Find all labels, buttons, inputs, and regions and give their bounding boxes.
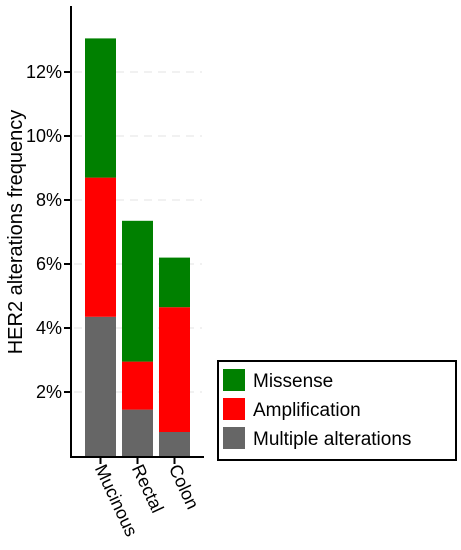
bar-segment-multiple-alterations — [159, 432, 190, 456]
y-tick-label: 4% — [36, 318, 62, 338]
y-tick-label: 10% — [26, 126, 62, 146]
y-ticks: 2% 4% 6% 8% 10% 12% — [26, 62, 71, 402]
legend-label: Amplification — [253, 400, 361, 421]
y-tick-label: 2% — [36, 382, 62, 402]
legend: Missense Amplification Multiple alteration… — [217, 360, 457, 461]
bar-segment-missense — [159, 257, 190, 308]
legend-label: Multiple alterations — [253, 429, 411, 450]
bar-segment-amplification — [159, 307, 190, 432]
legend-label: Missense — [253, 371, 333, 392]
bars — [85, 38, 190, 456]
legend-box — [217, 360, 457, 461]
x-tick-label: Rectal — [128, 461, 168, 516]
y-tick-label: 6% — [36, 254, 62, 274]
bar-segment-multiple-alterations — [85, 316, 116, 456]
bar-segment-amplification — [85, 177, 116, 317]
legend-swatch — [223, 427, 245, 449]
bar-segment-missense — [122, 220, 153, 362]
y-tick-label: 12% — [26, 62, 62, 82]
y-tick-label: 8% — [36, 190, 62, 210]
x-tick-label: Colon — [165, 461, 203, 512]
bar-segment-missense — [85, 38, 116, 178]
bar-segment-amplification — [122, 361, 153, 410]
y-axis-title: HER2 alterations frequency — [5, 110, 27, 355]
bar-segment-multiple-alterations — [122, 409, 153, 456]
legend-swatch — [223, 369, 245, 391]
legend-swatch — [223, 398, 245, 420]
